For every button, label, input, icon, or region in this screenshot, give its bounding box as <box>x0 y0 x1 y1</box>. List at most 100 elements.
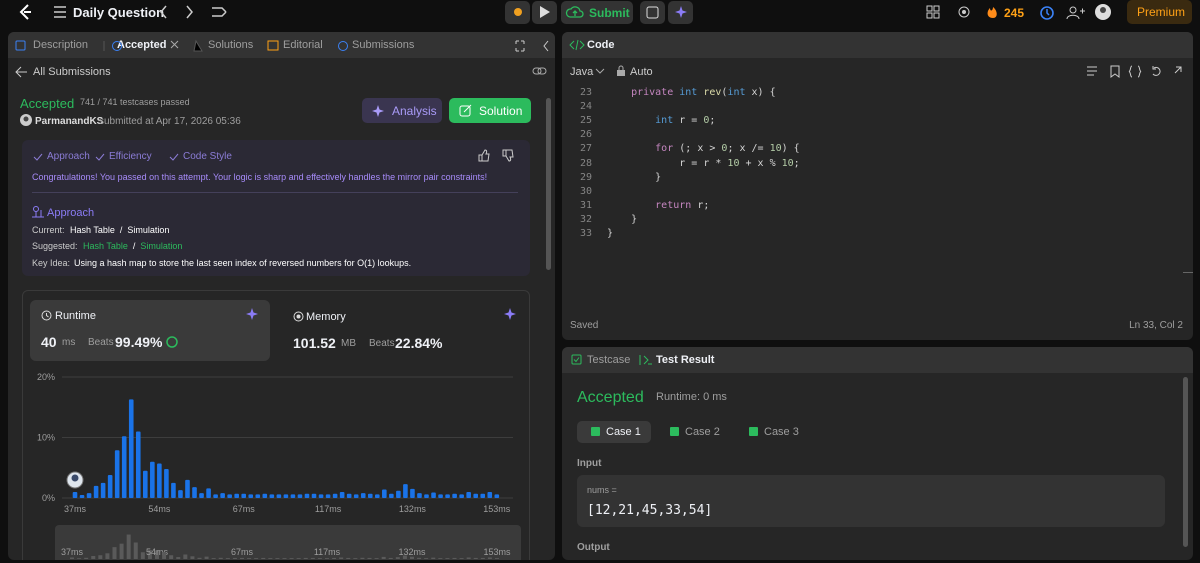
bar <box>227 494 232 498</box>
code-line: } <box>607 172 661 183</box>
bar <box>107 475 113 498</box>
key-idea-label: Key Idea: <box>32 258 71 268</box>
bar <box>192 487 197 498</box>
nav-icons[interactable] <box>160 5 230 19</box>
runtime-box[interactable]: Runtime 40 ms Beats 99.49% <box>30 300 270 361</box>
bar <box>332 493 338 498</box>
bar <box>93 485 99 498</box>
logo[interactable] <box>16 3 34 21</box>
overview-bar <box>112 547 117 559</box>
submit-button[interactable]: Submit <box>561 1 633 24</box>
note-button[interactable] <box>640 1 665 24</box>
close-icon[interactable] <box>170 40 179 49</box>
language-select[interactable]: Java <box>570 66 594 78</box>
bar <box>410 488 415 498</box>
suggested-approach: Hash Table / Simulation <box>83 242 182 251</box>
tab[interactable]: Solutions <box>208 39 254 51</box>
line-number: 32 <box>579 213 592 225</box>
case-label[interactable]: Case 1 <box>606 426 641 438</box>
line-number: 30 <box>579 185 592 197</box>
tab[interactable]: Editorial <box>283 39 323 51</box>
code-token: (; x > <box>673 143 722 155</box>
avatar-face <box>71 474 79 482</box>
tab-active[interactable]: Test Result <box>656 354 715 366</box>
code-token: 10 <box>769 143 782 155</box>
bar <box>164 468 169 498</box>
streak-count[interactable]: 245 <box>1004 6 1025 20</box>
bar <box>86 493 92 498</box>
line-number: 28 <box>579 157 592 169</box>
overview-label: 153ms <box>483 547 511 557</box>
code-editor[interactable]: 23 private int rev(int x) {24 25 int r = … <box>562 88 1193 288</box>
list-icon[interactable] <box>54 6 66 18</box>
analysis-label: Analysis <box>392 104 437 118</box>
daily-question[interactable]: Daily Question <box>73 5 165 20</box>
tab-active[interactable]: Accepted <box>117 39 167 51</box>
analysis-button[interactable]: Analysis <box>362 98 442 123</box>
code-token: int <box>727 87 746 98</box>
bar <box>171 482 176 498</box>
bar <box>248 494 254 498</box>
tab[interactable]: Testcase <box>587 354 631 366</box>
overview-bar <box>332 557 337 559</box>
bar <box>459 494 464 498</box>
back-icon[interactable] <box>15 66 28 78</box>
rating-icons[interactable] <box>478 149 518 162</box>
input-box: nums = [12,21,45,33,54] <box>577 475 1165 527</box>
toolbar-icons[interactable] <box>1040 4 1120 21</box>
code-token: 10 <box>781 157 794 169</box>
x-tick-label: 37ms <box>64 504 87 514</box>
debug-button[interactable] <box>505 1 530 24</box>
icon <box>565 6 584 18</box>
bar <box>234 493 239 498</box>
bar <box>262 493 268 498</box>
code-token: } <box>607 228 614 239</box>
code-token: for <box>607 143 674 155</box>
tab[interactable]: Submissions <box>352 39 415 51</box>
test-status: Accepted <box>577 389 644 406</box>
premium-button[interactable]: Premium <box>1127 0 1192 24</box>
overview-bar <box>317 558 322 559</box>
ai-button[interactable] <box>668 1 693 24</box>
case-label[interactable]: Case 3 <box>764 426 799 438</box>
tab[interactable]: Description <box>33 39 89 51</box>
code-token: r; <box>691 199 710 211</box>
overview-box[interactable] <box>55 525 521 560</box>
overview-bar <box>445 558 450 559</box>
link-icon[interactable] <box>532 66 547 76</box>
submit-label: Submit <box>589 6 630 20</box>
code-token: private <box>607 87 674 98</box>
code-token: int <box>607 115 674 127</box>
memory-unit: MB <box>341 338 356 349</box>
y-tick-label: 20% <box>37 372 55 382</box>
editor-icons[interactable] <box>1087 65 1187 78</box>
run-button[interactable] <box>532 1 557 24</box>
toolbar-icons[interactable] <box>926 5 1057 20</box>
solution-button[interactable]: Solution <box>449 98 531 123</box>
code-icon <box>569 39 585 51</box>
overview-bar <box>261 557 266 559</box>
runtime-card: Runtime 40 ms Beats 99.49% Memory 101.52… <box>22 290 530 560</box>
case-label[interactable]: Case 2 <box>685 426 720 438</box>
overview-bar <box>495 558 499 559</box>
bar <box>185 479 190 498</box>
line-number: 26 <box>579 129 592 141</box>
bar <box>121 436 127 498</box>
case-button[interactable] <box>577 421 651 443</box>
bar <box>135 431 141 498</box>
overview-bar <box>424 558 429 559</box>
test-panel: Testcase Test Result Accepted Runtime: 0… <box>562 347 1193 560</box>
divider <box>32 192 518 193</box>
bar <box>466 491 471 498</box>
current-approach: Hash Table / Simulation <box>70 226 169 235</box>
scrollbar[interactable] <box>546 98 551 270</box>
bar <box>452 493 457 498</box>
bar <box>374 494 380 498</box>
username[interactable]: ParmanandKS <box>35 116 104 127</box>
back-link[interactable]: All Submissions <box>33 66 111 78</box>
icon <box>514 8 522 16</box>
bar <box>396 490 401 498</box>
overview-bar <box>169 555 174 559</box>
scrollbar[interactable] <box>1183 377 1188 547</box>
mode[interactable]: Auto <box>630 66 653 78</box>
